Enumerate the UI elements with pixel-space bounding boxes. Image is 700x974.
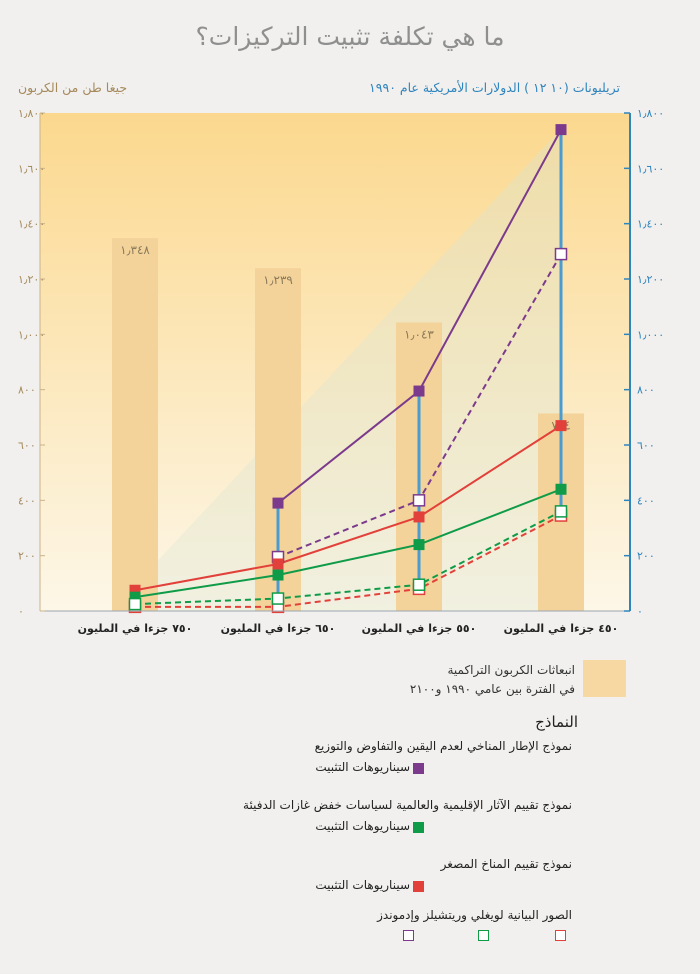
series-marker-red-solid [555, 420, 567, 432]
left-axis-title: جيغا طن من الكربون [18, 80, 128, 95]
wigley-green-swatch [478, 930, 489, 941]
left-tick-label: ١٫٨٠٠ [18, 107, 45, 120]
series-marker-purple-dashed [412, 494, 426, 507]
right-tick-label: ١٫٤٠٠ [637, 218, 664, 231]
wigley-red-swatch [555, 930, 566, 941]
emissions-legend-label: انبعاثات الكربون التراكمية في الفترة بين… [295, 661, 575, 699]
category-label: ٦٥٠ جزءا في المليون [221, 622, 336, 635]
series-marker-purple-dashed [554, 247, 568, 261]
series-line-red-dashed [135, 514, 562, 608]
series-marker-red-solid [129, 584, 141, 596]
series-marker-green-solid [555, 483, 567, 495]
series-marker-green-solid [413, 539, 425, 551]
scenario-label-red: سيناريوهات التثبيت [315, 878, 410, 892]
series-marker-purple-solid [555, 124, 567, 136]
wigley-purple-swatch [403, 930, 414, 941]
emissions-legend-swatch [583, 660, 626, 697]
series-marker-purple-solid [413, 385, 425, 397]
left-tick-label: ٦٠٠ [18, 439, 36, 452]
series-marker-green-dashed [271, 592, 285, 605]
model-name-green: نموذج تقييم الآثار الإقليمية والعالمية ل… [243, 798, 572, 812]
left-tick-label: ١٫٤٠٠ [18, 218, 45, 231]
category-label: ٧٥٠ جزءا في المليون [78, 622, 193, 635]
left-tick-label: ١٫٢٠٠ [18, 273, 45, 286]
series-marker-green-dashed [554, 505, 568, 518]
emissions-bar-label: ١٫٠٤٣ [404, 327, 434, 341]
scenario-label-purple: سيناريوهات التثبيت [315, 760, 410, 774]
emissions-legend-line2: في الفترة بين عامي ١٩٩٠ و٢١٠٠ [409, 682, 575, 696]
left-tick-label: ١٫٦٠٠ [18, 162, 45, 175]
purple-legend-swatch [413, 763, 424, 774]
right-tick-label: ١٫٢٠٠ [637, 273, 664, 286]
series-marker-red-solid [413, 511, 425, 523]
series-marker-red-solid [272, 558, 284, 570]
right-tick-label: ١٫٨٠٠ [637, 107, 664, 120]
right-tick-label: ١٫٦٠٠ [637, 162, 664, 175]
right-tick-label: ٨٠٠ [637, 384, 655, 397]
right-axis-title: تريليونات (١٠ ١٢ ) الدولارات الأمريكية ع… [369, 80, 620, 95]
series-marker-green-dashed [128, 597, 142, 611]
series-marker-green-solid [272, 569, 284, 581]
category-label: ٥٥٠ جزءا في المليون [362, 622, 477, 635]
category-label: ٤٥٠ جزءا في المليون [504, 622, 619, 635]
emissions-legend-line1: انبعاثات الكربون التراكمية [447, 663, 575, 677]
right-tick-label: ٤٠٠ [637, 494, 655, 507]
right-tick-label: ٢٠٠ [637, 550, 655, 563]
series-marker-green-solid [129, 591, 141, 603]
model-name-purple: نموذج الإطار المناخي لعدم اليقين والتفاو… [314, 739, 572, 753]
right-tick-label: ٦٠٠ [637, 439, 655, 452]
left-tick-label: ٢٠٠ [18, 550, 36, 563]
model-name-red: نموذج تقييم المناخ المصغر [440, 857, 572, 871]
red-legend-swatch [413, 881, 424, 892]
chart-title: ما هي تكلفة تثبيت التركيزات؟ [195, 22, 505, 51]
series-line-red-solid [134, 424, 562, 592]
left-tick-label: ٤٠٠ [18, 494, 36, 507]
right-tick-label: ٠ [637, 605, 643, 618]
left-tick-label: ٠ [18, 605, 24, 618]
series-marker-green-dashed [412, 578, 426, 591]
wigley-label: الصور البيانية لويغلي وريتشيلز وإدموندز [377, 908, 572, 922]
emissions-bar [112, 238, 158, 611]
series-line-green-dashed [134, 510, 562, 606]
scenario-label-green: سيناريوهات التثبيت [315, 819, 410, 833]
emissions-bar-label: ١٫٣٤٨ [120, 243, 150, 257]
emissions-bar-label: ١٫٢٣٩ [263, 273, 293, 287]
series-line-green-solid [134, 488, 562, 599]
right-tick-label: ١٫٠٠٠ [637, 328, 664, 341]
models-heading: النماذج [535, 713, 578, 731]
cone-shading [135, 130, 560, 611]
green-legend-swatch [413, 822, 424, 833]
left-tick-label: ٨٠٠ [18, 384, 36, 397]
left-tick-label: ١٫٠٠٠ [18, 328, 45, 341]
series-marker-purple-solid [272, 497, 284, 509]
